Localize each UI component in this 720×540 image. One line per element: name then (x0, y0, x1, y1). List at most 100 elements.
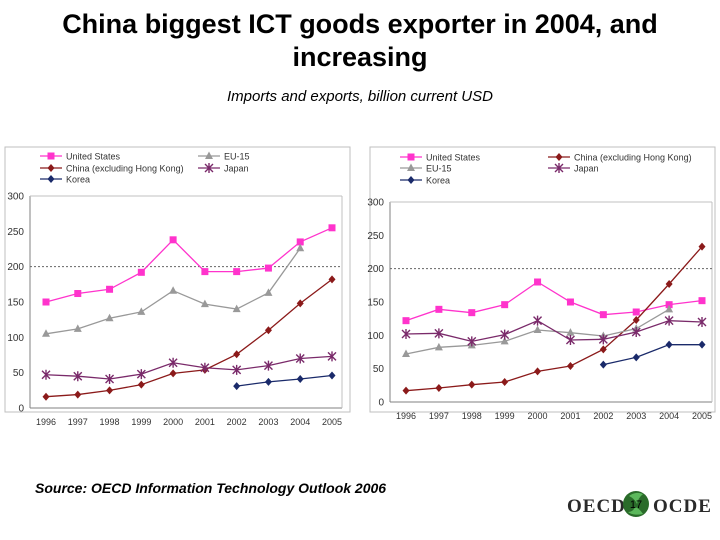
data-point (565, 335, 575, 345)
y-tick-label: 50 (13, 368, 25, 379)
series-line (405, 281, 703, 322)
logo-text-right: OCDE (653, 496, 712, 517)
data-point (105, 374, 115, 385)
x-tick-label: 1997 (429, 411, 449, 421)
chart-panel-right: 0 50 100 150 200 250 300 1996 1997 1998 1999 2000 20… (367, 146, 716, 421)
series-line (236, 374, 333, 387)
legend-label: Japan (574, 164, 599, 174)
data-point (327, 351, 337, 362)
data-point (42, 392, 50, 401)
slide-title: China biggest ICT goods exporter in 2004… (62, 9, 658, 72)
slide-subtitle: Imports and exports, billion current USD (227, 88, 493, 105)
data-point (296, 243, 305, 252)
data-point (402, 317, 410, 325)
data-point (200, 299, 209, 308)
data-point (137, 380, 145, 389)
series-line (405, 319, 703, 342)
series-eu-15 (42, 243, 305, 337)
data-point (501, 301, 509, 309)
data-point (200, 362, 210, 373)
page-number: 17 (630, 499, 642, 511)
y-tick-label: 0 (18, 404, 24, 415)
data-point (434, 342, 443, 351)
data-point (664, 315, 674, 326)
data-point (296, 238, 304, 246)
y-tick-label: 150 (367, 298, 384, 309)
legend-swatch-marker (407, 153, 415, 161)
x-tick-label: 2004 (659, 411, 679, 421)
data-point (106, 386, 114, 395)
data-point (500, 329, 510, 340)
data-point (402, 349, 410, 357)
series-line (603, 344, 702, 366)
data-point (169, 369, 177, 378)
data-point (137, 307, 146, 315)
data-point (533, 325, 542, 333)
series-china-excluding-hong-kong- (42, 275, 336, 401)
legend-swatch-marker (47, 152, 55, 160)
data-point (665, 301, 673, 309)
y-tick-label: 0 (378, 398, 384, 409)
data-point (42, 298, 50, 306)
x-tick-label: 2000 (528, 411, 548, 421)
data-point (402, 386, 410, 395)
data-point (632, 316, 640, 324)
data-point (232, 364, 242, 375)
data-point (233, 382, 241, 391)
series-korea (599, 340, 706, 369)
series-korea (233, 371, 336, 391)
data-point (665, 304, 674, 313)
source-note: Source: OECD Information Technology Outl… (35, 480, 387, 496)
legend-swatch-marker (555, 153, 563, 161)
data-point (105, 313, 114, 322)
logo-circle (623, 491, 649, 517)
data-point (106, 285, 114, 293)
data-point (296, 375, 304, 384)
y-tick-label: 250 (7, 227, 24, 238)
data-point (632, 353, 640, 362)
series-japan (401, 315, 707, 347)
data-point (137, 268, 145, 276)
data-point (73, 324, 82, 332)
data-point (435, 305, 443, 313)
data-point (401, 329, 411, 339)
x-tick-label: 1999 (495, 411, 515, 421)
chart-panel-left: 0 50 100 150 200 250 300 1996 1997 1998 1999 2000 20… (4, 146, 351, 427)
data-point (73, 371, 83, 382)
x-tick-label: 1996 (396, 411, 416, 421)
series-united-states (42, 224, 336, 306)
legend-swatch-marker (554, 163, 564, 173)
data-point (631, 327, 641, 337)
x-tick-label: 2003 (258, 417, 278, 427)
legend-swatch-marker (407, 176, 415, 184)
x-tick-label: 2005 (692, 411, 712, 421)
logo-leaf-icon (629, 492, 643, 504)
data-point (566, 298, 574, 306)
data-point (263, 360, 273, 371)
x-tick-label: 2002 (593, 411, 613, 421)
y-tick-label: 150 (7, 298, 24, 309)
data-point (468, 380, 476, 389)
data-point (328, 371, 336, 380)
series-united-states (402, 278, 706, 325)
data-point (697, 317, 707, 327)
data-point (500, 336, 509, 345)
x-tick-label: 1998 (100, 417, 120, 427)
x-tick-label: 1999 (131, 417, 151, 427)
data-point (264, 326, 272, 335)
y-tick-label: 200 (7, 262, 24, 273)
data-point (566, 362, 574, 370)
data-point (201, 268, 209, 276)
data-point (233, 268, 241, 276)
data-point (698, 340, 706, 349)
legend-label: United States (66, 152, 121, 162)
data-point (264, 264, 272, 272)
x-tick-label: 1998 (462, 411, 482, 421)
data-point (599, 360, 607, 369)
data-point (136, 369, 146, 380)
data-point (468, 309, 476, 317)
series-japan (41, 351, 337, 385)
data-point (295, 353, 305, 364)
y-tick-label: 100 (367, 331, 384, 342)
